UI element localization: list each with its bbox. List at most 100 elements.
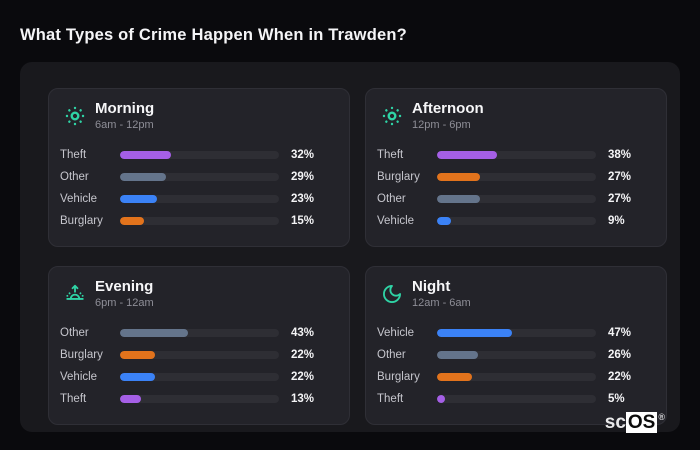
bar-percentage: 26%: [608, 349, 632, 361]
card-title: Morning: [95, 100, 155, 117]
bar-row: Theft 38%: [377, 144, 642, 166]
bar-percentage: 29%: [291, 171, 315, 183]
bar-percentage: 27%: [608, 171, 632, 183]
bar-track: [437, 329, 596, 337]
cards-grid: Morning 6am - 12pm Theft 32% Other 29% V…: [20, 62, 680, 432]
bar-fill: [437, 373, 472, 381]
sun-icon: [63, 104, 87, 128]
bar-percentage: 22%: [291, 349, 315, 361]
page-title: What Types of Crime Happen When in Trawd…: [20, 26, 407, 44]
registered-mark-icon: ®: [658, 412, 665, 422]
bar-percentage: 43%: [291, 327, 315, 339]
crime-type-label: Other: [60, 171, 89, 183]
bar-track: [120, 329, 279, 337]
crime-type-label: Burglary: [377, 371, 420, 383]
bar-fill: [437, 217, 452, 225]
bar-track: [437, 151, 596, 159]
bar-percentage: 27%: [608, 193, 632, 205]
bar-track: [120, 173, 279, 181]
bar-row: Other 29%: [60, 166, 325, 188]
bar-percentage: 9%: [608, 215, 625, 227]
watermark-prefix: sc: [604, 412, 626, 433]
crime-type-label: Theft: [377, 393, 404, 405]
bar-track: [437, 173, 596, 181]
time-period-card: Evening 6pm - 12am Other 43% Burglary 22…: [48, 266, 350, 425]
crime-type-label: Theft: [60, 393, 87, 405]
bar-row: Theft 13%: [60, 388, 325, 410]
bar-rows: Vehicle 47% Other 26% Burglary 22% Theft…: [377, 322, 642, 412]
crime-type-label: Burglary: [60, 215, 103, 227]
bar-row: Theft 5%: [377, 388, 642, 410]
crime-type-label: Vehicle: [377, 215, 415, 227]
bar-track: [120, 351, 279, 359]
card-heading: Afternoon 12pm - 6pm: [412, 100, 484, 131]
card-header: Night 12am - 6am: [377, 278, 642, 309]
crime-type-label: Burglary: [60, 349, 103, 361]
crime-type-label: Vehicle: [60, 371, 98, 383]
bar-fill: [437, 195, 480, 203]
card-heading: Morning 6am - 12pm: [95, 100, 154, 131]
crime-type-label: Theft: [60, 149, 87, 161]
card-subtitle: 6pm - 12am: [95, 297, 154, 309]
bar-fill: [120, 351, 155, 359]
card-header: Evening 6pm - 12am: [60, 278, 325, 309]
moon-icon: [380, 282, 404, 306]
crime-type-label: Burglary: [377, 171, 420, 183]
crime-type-label: Theft: [377, 149, 404, 161]
bar-fill: [437, 151, 498, 159]
bar-row: Vehicle 9%: [377, 210, 642, 232]
crime-time-panel: Morning 6am - 12pm Theft 32% Other 29% V…: [20, 62, 680, 432]
card-title: Evening: [95, 278, 154, 295]
bar-track: [437, 395, 596, 403]
time-period-card: Afternoon 12pm - 6pm Theft 38% Burglary …: [365, 88, 667, 247]
bar-track: [120, 195, 279, 203]
scos-watermark: sc OS ®: [604, 412, 665, 433]
crime-type-label: Other: [377, 349, 406, 361]
bar-row: Vehicle 47%: [377, 322, 642, 344]
bar-track: [437, 351, 596, 359]
time-period-card: Morning 6am - 12pm Theft 32% Other 29% V…: [48, 88, 350, 247]
crime-type-label: Other: [60, 327, 89, 339]
bar-row: Other 27%: [377, 188, 642, 210]
bar-track: [437, 373, 596, 381]
bar-row: Vehicle 23%: [60, 188, 325, 210]
bar-percentage: 47%: [608, 327, 632, 339]
card-subtitle: 6am - 12pm: [95, 119, 154, 131]
bar-fill: [437, 329, 512, 337]
watermark-suffix: OS: [625, 412, 658, 433]
bar-fill: [120, 217, 144, 225]
bar-percentage: 38%: [608, 149, 632, 161]
bar-rows: Other 43% Burglary 22% Vehicle 22% Theft…: [60, 322, 325, 412]
bar-fill: [437, 173, 480, 181]
bar-row: Burglary 22%: [60, 344, 325, 366]
card-header: Morning 6am - 12pm: [60, 100, 325, 131]
card-title: Afternoon: [412, 100, 484, 117]
crime-type-label: Vehicle: [60, 193, 98, 205]
bar-row: Burglary 27%: [377, 166, 642, 188]
bar-rows: Theft 38% Burglary 27% Other 27% Vehicle…: [377, 144, 642, 234]
bar-fill: [120, 195, 157, 203]
bar-track: [437, 217, 596, 225]
crime-type-label: Other: [377, 193, 406, 205]
bar-fill: [120, 395, 141, 403]
bar-track: [120, 217, 279, 225]
sunrise-icon: [63, 282, 87, 306]
bar-row: Theft 32%: [60, 144, 325, 166]
card-title: Night: [412, 278, 451, 295]
bar-percentage: 22%: [608, 371, 632, 383]
sun-icon: [380, 104, 404, 128]
bar-track: [437, 195, 596, 203]
bar-percentage: 23%: [291, 193, 315, 205]
crime-type-label: Vehicle: [377, 327, 415, 339]
bar-row: Burglary 15%: [60, 210, 325, 232]
bar-percentage: 5%: [608, 393, 625, 405]
bar-percentage: 22%: [291, 371, 315, 383]
card-subtitle: 12am - 6am: [412, 297, 471, 309]
bar-fill: [437, 395, 445, 403]
card-subtitle: 12pm - 6pm: [412, 119, 471, 131]
card-heading: Night 12am - 6am: [412, 278, 471, 309]
bar-row: Burglary 22%: [377, 366, 642, 388]
bar-percentage: 32%: [291, 149, 315, 161]
bar-fill: [120, 151, 171, 159]
